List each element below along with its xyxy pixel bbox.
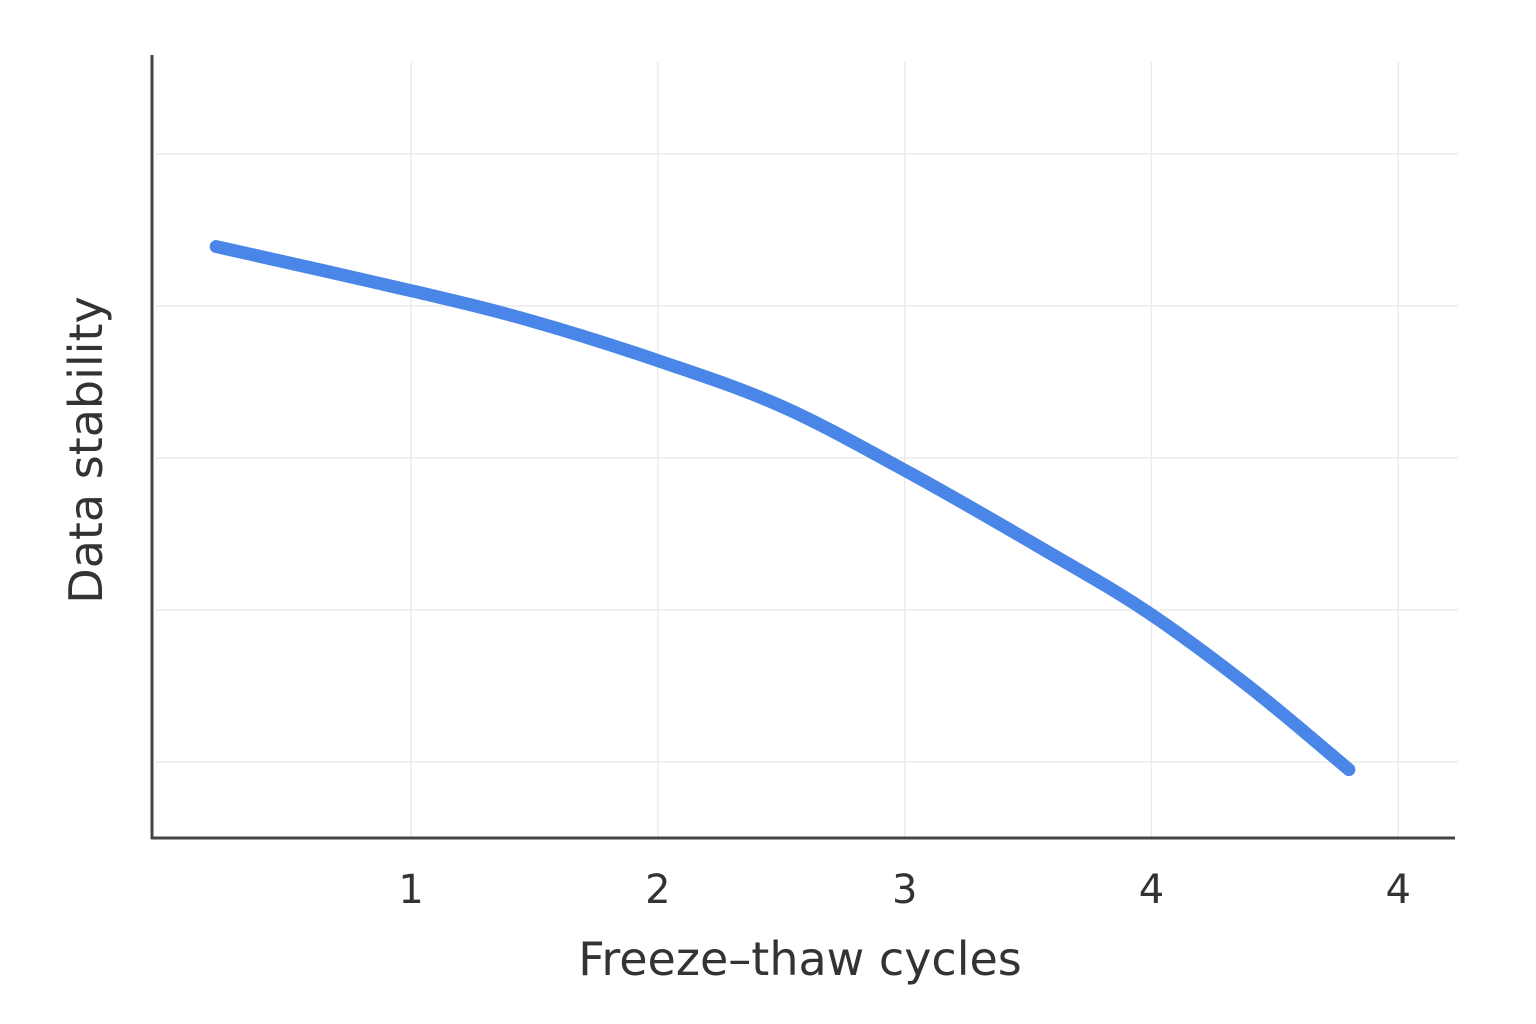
- x-tick-label: 1: [398, 867, 423, 913]
- y-axis-label: Data stability: [59, 296, 113, 603]
- x-tick-label: 2: [645, 867, 670, 913]
- x-tick-label: 4: [1139, 867, 1164, 913]
- x-axis-label: Freeze–thaw cycles: [578, 932, 1022, 986]
- x-tick-label: 3: [892, 867, 917, 913]
- grid: [155, 62, 1458, 838]
- series-line: [209, 240, 1356, 777]
- x-tick-label: 4: [1386, 867, 1411, 913]
- x-tick-labels: 1 2 3 4 4: [398, 867, 1411, 913]
